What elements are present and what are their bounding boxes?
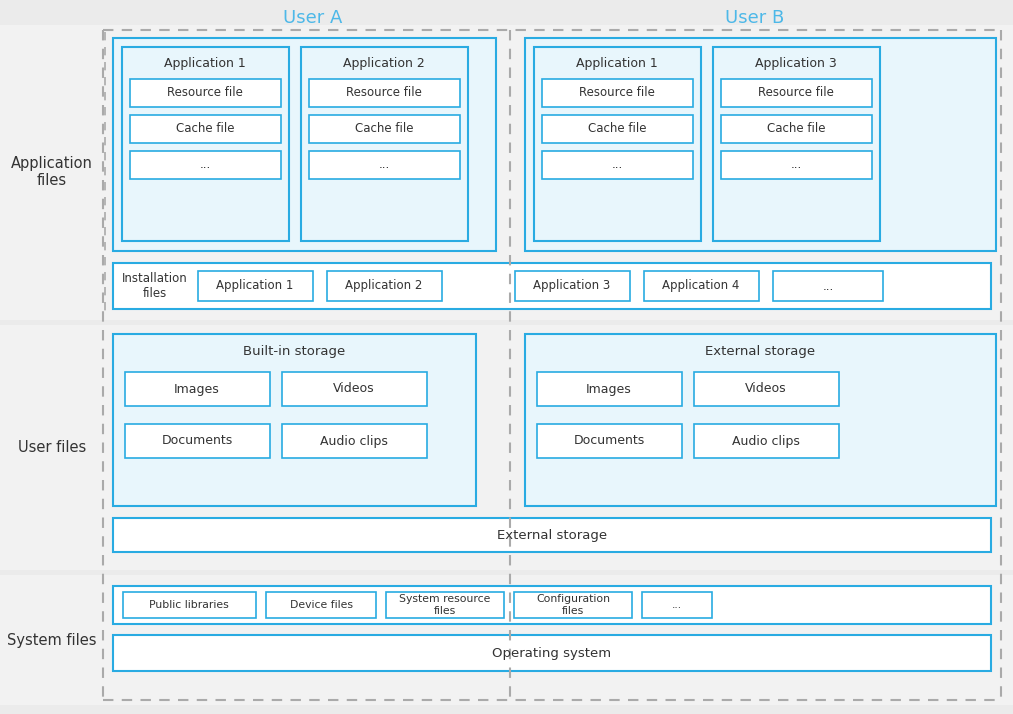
Text: Application
files: Application files [11, 156, 93, 188]
Bar [721, 151, 872, 179]
Bar [542, 79, 693, 107]
Text: ...: ... [790, 159, 801, 171]
Bar [694, 424, 839, 458]
Bar [537, 424, 682, 458]
Text: Device files: Device files [290, 600, 353, 610]
Text: Application 3: Application 3 [755, 56, 837, 69]
Bar [537, 372, 682, 406]
Text: Videos: Videos [746, 383, 787, 396]
Bar [122, 47, 289, 241]
Text: Application 2: Application 2 [343, 56, 424, 69]
Text: Resource file: Resource file [346, 86, 422, 99]
Bar [198, 271, 313, 301]
Text: Documents: Documents [573, 435, 644, 448]
Bar [721, 79, 872, 107]
Text: Videos: Videos [333, 383, 375, 396]
Text: Public libraries: Public libraries [149, 600, 229, 610]
Bar [327, 271, 442, 301]
Text: Resource file: Resource file [758, 86, 834, 99]
Bar [113, 263, 991, 309]
Text: System files: System files [7, 633, 97, 648]
Text: ...: ... [612, 159, 623, 171]
Bar [713, 47, 880, 241]
Text: Cache file: Cache file [355, 123, 413, 136]
Bar [0, 575, 1013, 705]
Text: User A: User A [284, 9, 342, 27]
Text: External storage: External storage [705, 346, 815, 358]
Text: Cache file: Cache file [588, 123, 646, 136]
Text: Application 2: Application 2 [345, 279, 422, 293]
Bar [0, 325, 1013, 570]
Bar [773, 271, 883, 301]
Text: Operating system: Operating system [492, 646, 612, 660]
Bar [309, 79, 460, 107]
Text: Configuration
files: Configuration files [536, 594, 610, 615]
Bar [301, 47, 468, 241]
Text: External storage: External storage [497, 528, 607, 541]
Text: System resource
files: System resource files [399, 594, 490, 615]
Bar [282, 372, 427, 406]
Text: User files: User files [18, 440, 86, 455]
Text: Images: Images [174, 383, 220, 396]
Bar [113, 635, 991, 671]
Text: Application 1: Application 1 [576, 56, 657, 69]
Text: Documents: Documents [161, 435, 233, 448]
Bar [125, 424, 270, 458]
Bar [309, 151, 460, 179]
Bar [525, 334, 996, 506]
Text: User B: User B [725, 9, 785, 27]
Bar [542, 151, 693, 179]
Text: ...: ... [200, 159, 211, 171]
Bar [113, 518, 991, 552]
Text: Application 1: Application 1 [164, 56, 246, 69]
Bar [282, 424, 427, 458]
Text: Installation
files: Installation files [123, 272, 187, 300]
Bar [113, 334, 476, 506]
Bar [644, 271, 759, 301]
Bar [266, 592, 376, 618]
Bar [0, 25, 1013, 320]
Text: Cache file: Cache file [767, 123, 826, 136]
Text: ...: ... [672, 600, 682, 610]
Bar [123, 592, 256, 618]
Text: Audio clips: Audio clips [732, 435, 800, 448]
Bar [113, 38, 496, 251]
Bar [386, 592, 504, 618]
Text: Resource file: Resource file [579, 86, 655, 99]
Bar [694, 372, 839, 406]
Bar [542, 115, 693, 143]
Text: Audio clips: Audio clips [320, 435, 388, 448]
Bar [515, 271, 630, 301]
Bar [309, 115, 460, 143]
Text: Resource file: Resource file [167, 86, 243, 99]
Text: Cache file: Cache file [175, 123, 234, 136]
Text: Application 3: Application 3 [534, 279, 611, 293]
Text: Application 1: Application 1 [217, 279, 294, 293]
Bar [125, 372, 270, 406]
Bar [642, 592, 712, 618]
Bar [514, 592, 632, 618]
Bar [113, 586, 991, 624]
Text: Built-in storage: Built-in storage [243, 346, 345, 358]
Bar [721, 115, 872, 143]
Bar [534, 47, 701, 241]
Bar [130, 151, 281, 179]
Text: Application 4: Application 4 [663, 279, 739, 293]
Bar [130, 79, 281, 107]
Bar [525, 38, 996, 251]
Text: ...: ... [379, 159, 390, 171]
Text: ...: ... [823, 279, 834, 293]
Bar [130, 115, 281, 143]
Text: Images: Images [587, 383, 632, 396]
